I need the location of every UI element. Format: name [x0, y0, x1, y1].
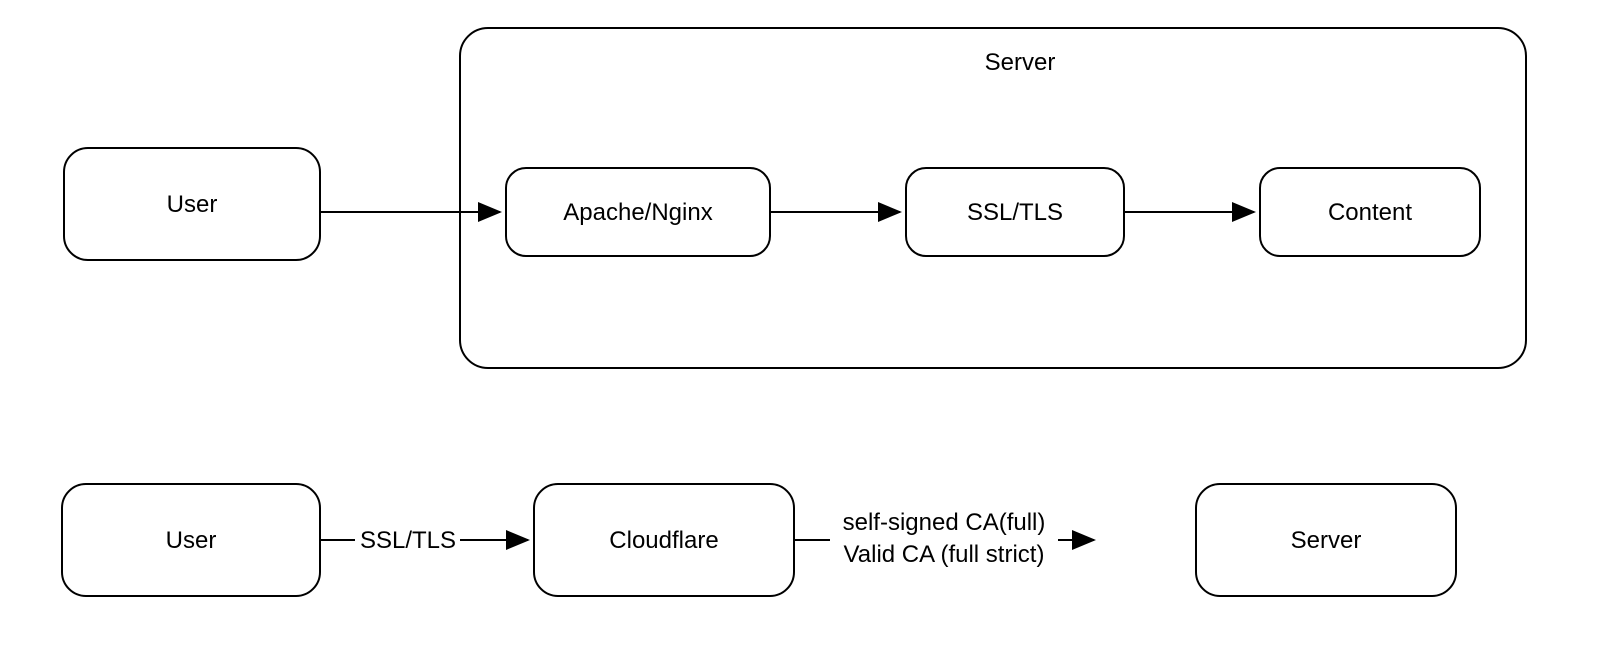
ssl-node-label: SSL/TLS	[967, 199, 1063, 226]
edge-user-cloudflare-label: SSL/TLS	[360, 527, 456, 554]
edge-cloudflare-server-label-2: Valid CA (full strict)	[844, 541, 1045, 568]
server-container-label: Server	[985, 49, 1056, 76]
cloudflare-node-label: Cloudflare	[609, 527, 718, 554]
diagram-canvas: Server User Apache/Nginx SSL/TLS Content…	[0, 0, 1600, 664]
content-node-label: Content	[1328, 199, 1412, 226]
edge-cloudflare-server-label-1: self-signed CA(full)	[843, 509, 1046, 536]
apache-node-label: Apache/Nginx	[563, 199, 712, 226]
user-node-bottom-label: User	[166, 527, 217, 554]
server-node-bottom-label: Server	[1291, 527, 1362, 554]
user-node-top-label: User	[167, 191, 218, 218]
